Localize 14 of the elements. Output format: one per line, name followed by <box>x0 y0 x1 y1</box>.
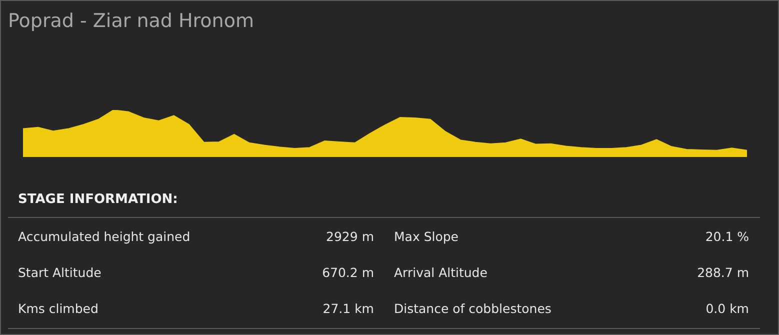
text: Accumulated height gained <box>18 229 190 244</box>
text: Arrival Altitude <box>394 265 488 280</box>
text: 20.1 % <box>705 229 749 244</box>
text: Max Slope <box>394 229 458 244</box>
text: 670.2 m <box>322 265 374 280</box>
text: 0.0 km <box>706 301 749 316</box>
text: 27.1 km <box>322 301 374 316</box>
text: Distance of cobblestones <box>394 301 552 316</box>
text: 2929 m <box>326 229 374 244</box>
text: 288.7 m <box>697 265 749 280</box>
chart-title: Poprad - Ziar nad Hronom <box>8 10 254 32</box>
text: Start Altitude <box>18 265 102 280</box>
text: STAGE INFORMATION: <box>18 192 178 207</box>
text: Kms climbed <box>18 301 98 316</box>
